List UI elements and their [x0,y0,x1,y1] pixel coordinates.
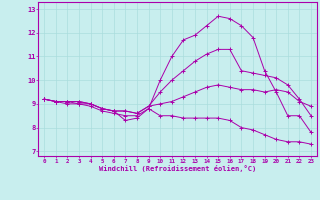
X-axis label: Windchill (Refroidissement éolien,°C): Windchill (Refroidissement éolien,°C) [99,165,256,172]
